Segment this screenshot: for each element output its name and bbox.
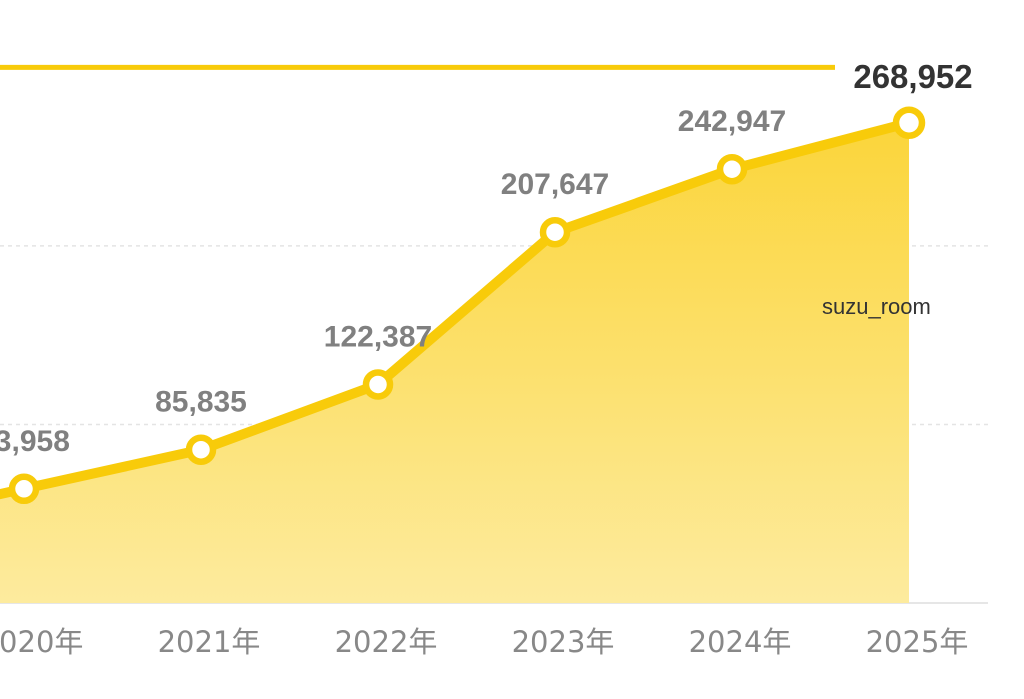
x-tick-label-3: 2023年 — [512, 625, 615, 659]
x-tick-label-4: 2024年 — [689, 625, 792, 659]
data-point-3[interactable] — [539, 216, 571, 248]
area-layer — [0, 122, 909, 603]
data-label-0: 63,958 — [0, 425, 70, 458]
area-fill — [0, 122, 909, 603]
data-label-2: 122,387 — [324, 320, 432, 353]
data-point-1[interactable] — [185, 434, 217, 465]
data-label-3: 207,647 — [501, 168, 609, 201]
x-tick-label-2: 2022年 — [335, 625, 438, 659]
watermark-text: suzu_room — [822, 294, 931, 319]
data-point-2[interactable] — [362, 369, 394, 400]
data-label-1: 85,835 — [155, 386, 247, 419]
data-point-5[interactable] — [892, 106, 926, 140]
x-tick-label-5: 2025年 — [866, 625, 969, 659]
point-layer — [8, 106, 926, 505]
data-label-5: 268,952 — [853, 58, 972, 95]
data-point-4[interactable] — [716, 153, 748, 185]
x-tick-label-1: 2021年 — [158, 625, 261, 659]
data-label-4: 242,947 — [678, 105, 786, 138]
data-point-0[interactable] — [8, 473, 40, 505]
label-layer: 63,958 85,835 122,387 207,647 242,947 268,952 — [0, 58, 973, 458]
